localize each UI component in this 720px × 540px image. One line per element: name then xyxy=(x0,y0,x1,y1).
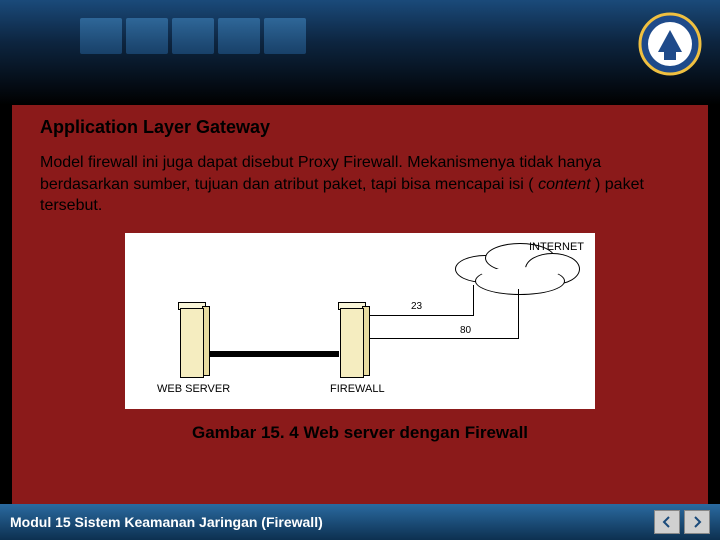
port-80-label: 80 xyxy=(460,325,471,336)
port-23-label: 23 xyxy=(411,301,422,312)
cloud-part xyxy=(475,267,565,295)
logo-tut-wuri xyxy=(638,12,702,76)
body-text-italic: content xyxy=(538,176,590,193)
edge-fw-internet-80-v xyxy=(518,289,519,339)
slide-content: Application Layer Gateway Model firewall… xyxy=(12,105,708,504)
diagram-container: WEB SERVER FIREWALL INTERNET 23 80 xyxy=(36,233,684,409)
webserver-icon xyxy=(180,308,204,378)
edge-server-firewall xyxy=(209,351,339,357)
edge-fw-internet-23 xyxy=(369,315,474,316)
body-text-pre: Model firewall ini juga dapat disebut Pr… xyxy=(40,154,601,193)
prev-button[interactable] xyxy=(654,510,680,534)
slide-footer: Modul 15 Sistem Keamanan Jaringan (Firew… xyxy=(0,504,720,540)
edge-fw-internet-23-v xyxy=(473,285,474,316)
edge-fw-internet-80 xyxy=(369,338,519,339)
nav-arrows xyxy=(654,510,710,534)
header-decoration xyxy=(80,18,306,54)
next-button[interactable] xyxy=(684,510,710,534)
slide-body: Model firewall ini juga dapat disebut Pr… xyxy=(40,152,684,217)
firewall-icon xyxy=(340,308,364,378)
figure-caption: Gambar 15. 4 Web server dengan Firewall xyxy=(36,423,684,443)
slide-header xyxy=(0,0,720,105)
footer-text: Modul 15 Sistem Keamanan Jaringan (Firew… xyxy=(10,514,323,530)
network-diagram: WEB SERVER FIREWALL INTERNET 23 80 xyxy=(125,233,595,409)
firewall-label: FIREWALL xyxy=(330,383,385,395)
internet-label: INTERNET xyxy=(529,241,584,253)
slide-title: Application Layer Gateway xyxy=(40,117,684,138)
webserver-label: WEB SERVER xyxy=(157,383,230,395)
